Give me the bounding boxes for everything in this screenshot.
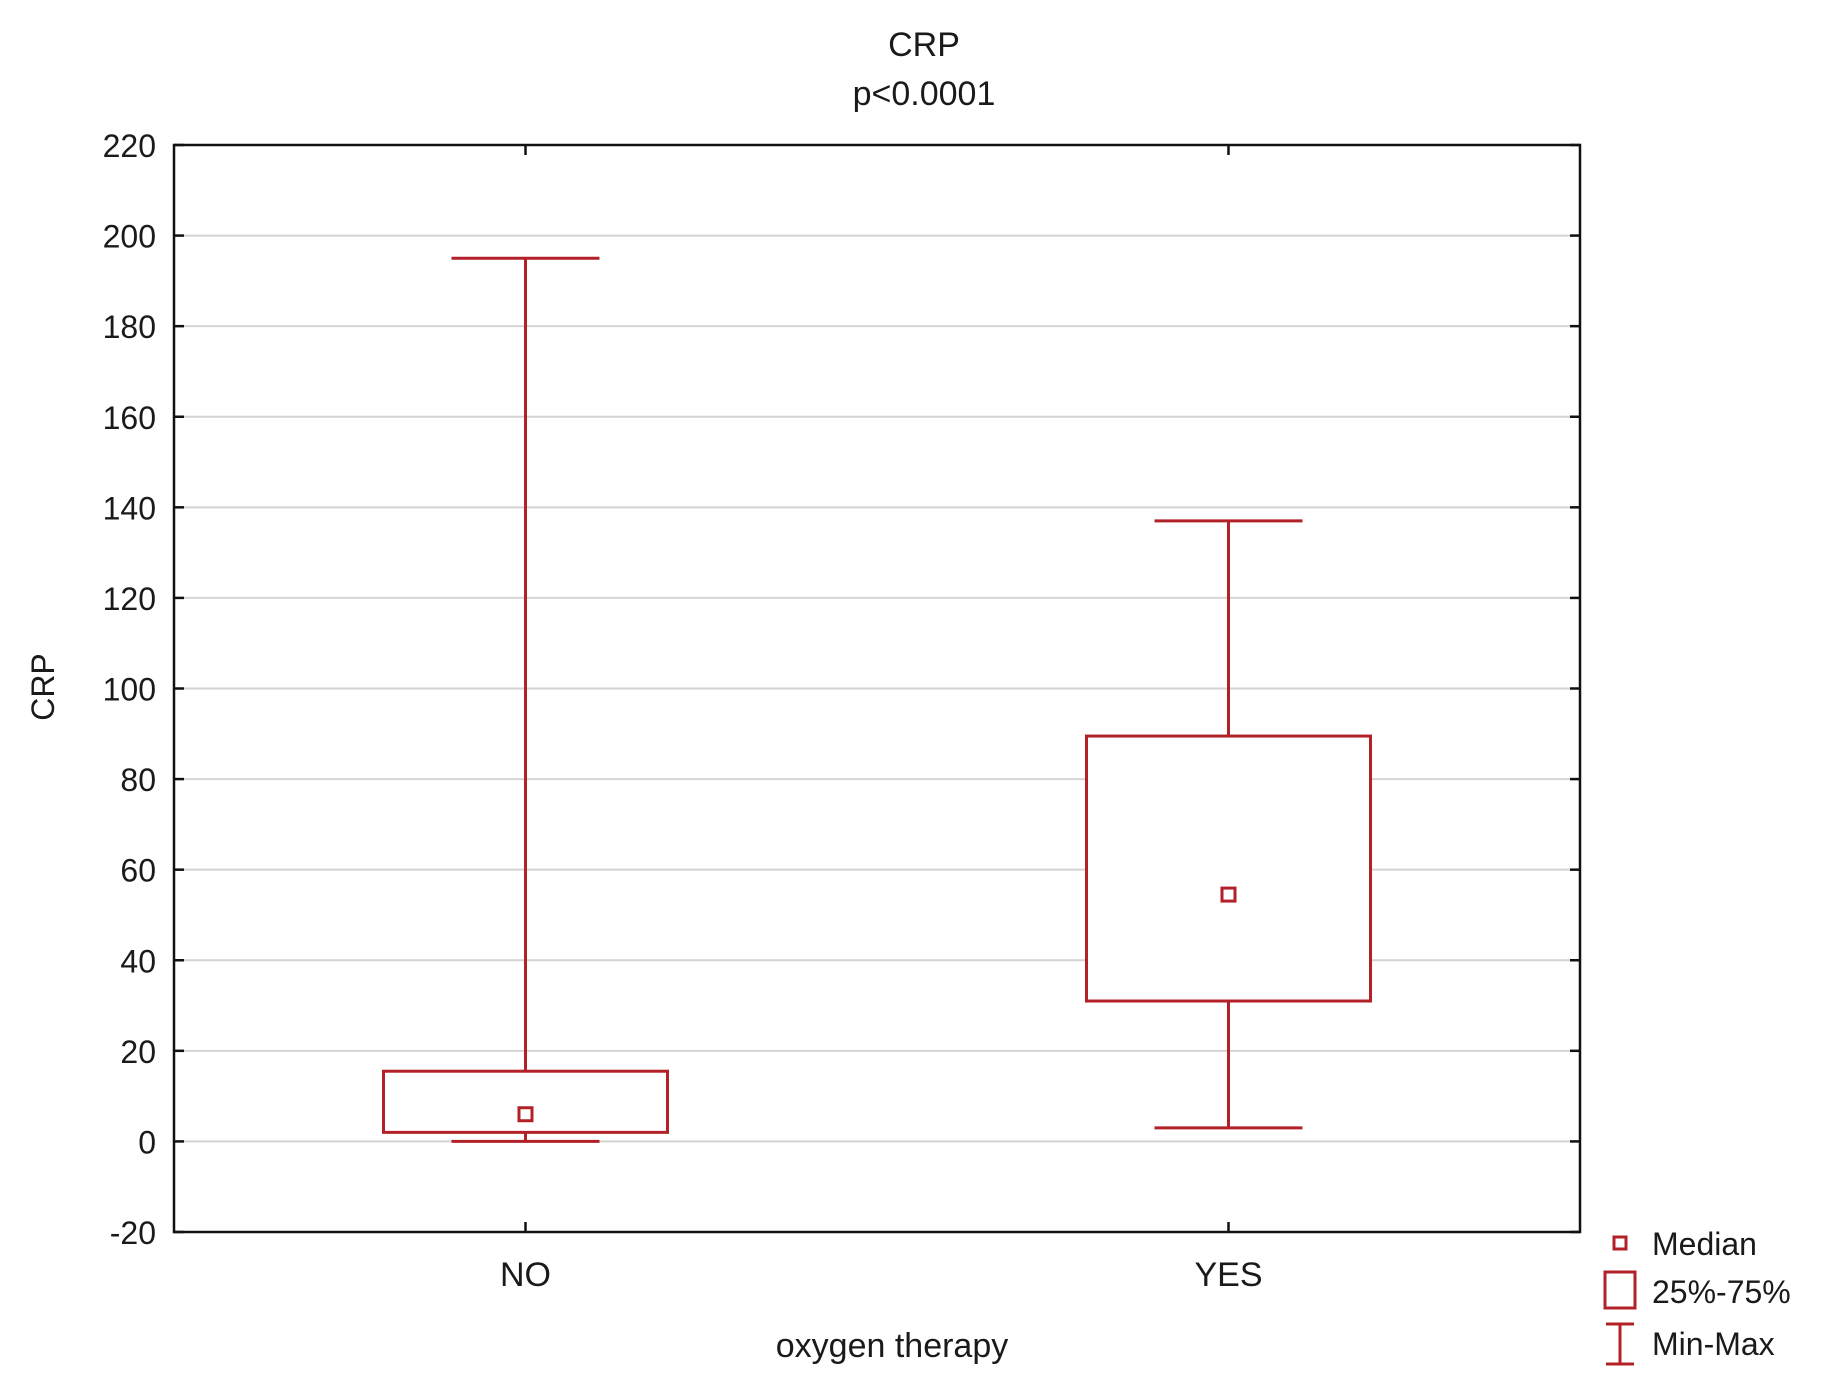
legend-box-icon <box>1603 1270 1637 1310</box>
x-axis-label: oxygen therapy <box>776 1327 1009 1365</box>
x-tick-label: NO <box>500 1256 551 1294</box>
grid-lines <box>174 234 1580 1143</box>
legend: Median 25%-75% Min-Max <box>1603 1226 1791 1366</box>
y-tick-label: 140 <box>103 490 156 526</box>
median-marker <box>517 1106 534 1123</box>
box-no <box>382 256 669 1143</box>
y-tick-label: 100 <box>103 672 156 708</box>
y-tick-label: 80 <box>120 762 156 798</box>
legend-label: 25%-75% <box>1652 1274 1791 1310</box>
y-tick-label: 20 <box>120 1034 156 1070</box>
x-tick-label: YES <box>1194 1256 1262 1294</box>
y-tick-label: 200 <box>103 219 156 255</box>
median-marker <box>1220 886 1237 903</box>
y-axis-label: CRP <box>25 653 61 721</box>
y-tick-label: 40 <box>120 943 156 979</box>
box-series <box>382 256 1372 1143</box>
y-tick-label: 120 <box>103 581 156 617</box>
y-axis-ticks: -20 0 20 40 60 80 100 120 140 160 180 200 220 <box>103 128 1580 1251</box>
box-yes <box>1085 519 1372 1130</box>
y-tick-label: 180 <box>103 309 156 345</box>
y-tick-label: -20 <box>110 1215 156 1251</box>
plot-frame <box>172 143 1582 1234</box>
y-tick-label: 0 <box>138 1124 156 1160</box>
legend-label: Median <box>1652 1226 1757 1262</box>
y-tick-label: 60 <box>120 853 156 889</box>
chart-subtitle: p<0.0001 <box>853 75 996 113</box>
iqr-box <box>1085 734 1372 1003</box>
legend-label: Min-Max <box>1652 1326 1775 1362</box>
y-tick-label: 160 <box>103 400 156 436</box>
legend-median-icon <box>1612 1235 1628 1251</box>
x-axis-ticks: NO YES <box>500 145 1263 1294</box>
iqr-box <box>382 1069 669 1134</box>
y-tick-label: 220 <box>103 128 156 164</box>
chart-title: CRP <box>888 26 960 64</box>
